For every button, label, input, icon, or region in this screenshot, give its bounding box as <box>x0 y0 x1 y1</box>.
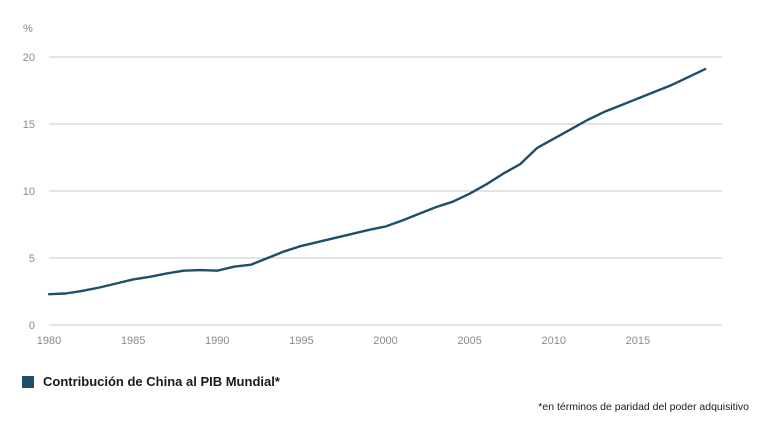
footnote: *en términos de paridad del poder adquis… <box>538 401 749 413</box>
y-tick-label: 0 <box>29 320 35 332</box>
y-axis-ticks: 0 5 10 15 20 <box>23 52 35 332</box>
x-tick-label: 2005 <box>457 335 481 347</box>
legend: Contribución de China al PIB Mundial* <box>22 374 280 389</box>
x-tick-label: 2000 <box>373 335 397 347</box>
series-line-0 <box>47 67 707 296</box>
x-tick-label: 1995 <box>289 335 313 347</box>
legend-swatch <box>22 375 34 388</box>
y-tick-label: 20 <box>23 52 35 64</box>
grid-lines <box>49 56 722 326</box>
x-tick-label: 2010 <box>542 335 566 347</box>
x-tick-label: 1990 <box>205 335 229 347</box>
x-axis-ticks: 1980 1985 1990 1995 2000 2005 2010 2015 <box>37 335 650 347</box>
x-tick-label: 2015 <box>626 335 650 347</box>
y-tick-label: 15 <box>23 119 35 131</box>
y-tick-label: 5 <box>29 253 35 265</box>
y-axis-unit: % <box>23 23 33 35</box>
legend-label: Contribución de China al PIB Mundial* <box>43 374 280 389</box>
series-layer <box>47 67 707 296</box>
y-tick-label: 10 <box>23 186 35 198</box>
x-tick-label: 1985 <box>121 335 145 347</box>
x-tick-label: 1980 <box>37 335 61 347</box>
